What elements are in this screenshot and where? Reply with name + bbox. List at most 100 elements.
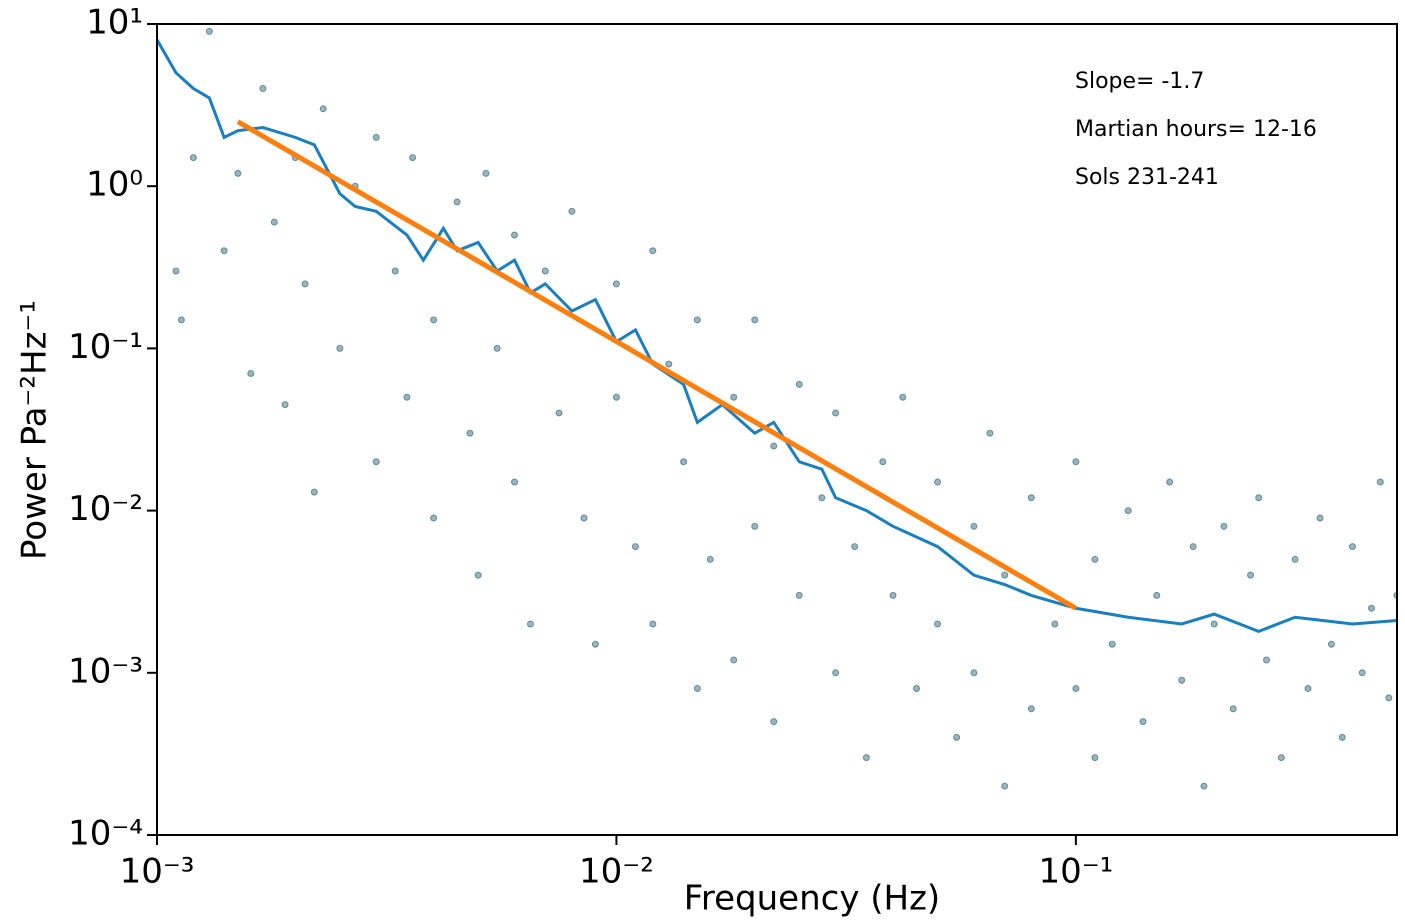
point bbox=[555, 409, 563, 417]
point bbox=[1367, 604, 1375, 612]
point bbox=[649, 620, 657, 628]
point bbox=[482, 169, 490, 177]
point bbox=[1108, 640, 1116, 648]
point bbox=[818, 494, 826, 502]
y-tick-label: 10⁻⁴ bbox=[68, 814, 143, 854]
point bbox=[336, 344, 344, 352]
point bbox=[934, 478, 942, 486]
point bbox=[612, 280, 620, 288]
point bbox=[247, 370, 255, 378]
point bbox=[953, 733, 961, 741]
point bbox=[970, 522, 978, 530]
point bbox=[430, 514, 438, 522]
line bbox=[236, 119, 1078, 611]
point bbox=[693, 685, 701, 693]
point bbox=[986, 429, 994, 437]
point bbox=[568, 207, 576, 215]
point bbox=[1385, 694, 1393, 702]
point bbox=[693, 316, 701, 324]
point bbox=[795, 380, 803, 388]
point bbox=[372, 133, 380, 141]
point bbox=[189, 154, 197, 162]
point bbox=[511, 231, 519, 239]
point bbox=[591, 640, 599, 648]
point bbox=[409, 154, 417, 162]
y-tick-label: 10⁻¹ bbox=[68, 327, 143, 367]
point bbox=[1027, 494, 1035, 502]
point bbox=[511, 478, 519, 486]
point bbox=[301, 280, 309, 288]
x-tick-label: 10⁻¹ bbox=[1038, 852, 1113, 892]
point bbox=[631, 543, 639, 551]
point bbox=[934, 620, 942, 628]
point bbox=[1291, 555, 1299, 563]
point bbox=[205, 27, 213, 35]
annotation: Slope= -1.7 bbox=[1075, 69, 1204, 94]
point bbox=[493, 344, 501, 352]
x-tick-label: 10⁻² bbox=[579, 852, 654, 892]
point bbox=[1304, 685, 1312, 693]
point bbox=[430, 316, 438, 324]
point bbox=[1139, 718, 1147, 726]
point bbox=[770, 442, 778, 450]
point bbox=[1376, 478, 1384, 486]
point bbox=[899, 393, 907, 401]
point bbox=[970, 669, 978, 677]
point bbox=[177, 316, 185, 324]
annotation: Sols 231-241 bbox=[1075, 165, 1219, 190]
point bbox=[680, 458, 688, 466]
x-axis-label: Frequency (Hz) bbox=[684, 879, 940, 919]
plot-frame bbox=[156, 23, 1398, 836]
point bbox=[889, 591, 897, 599]
line bbox=[157, 38, 1397, 634]
x-tick-label: 10⁻³ bbox=[120, 852, 195, 892]
point bbox=[234, 169, 242, 177]
point bbox=[730, 656, 738, 664]
point bbox=[1178, 676, 1186, 684]
point bbox=[612, 393, 620, 401]
point bbox=[1153, 591, 1161, 599]
point bbox=[1051, 620, 1059, 628]
point bbox=[391, 267, 399, 275]
point bbox=[1229, 705, 1237, 713]
point bbox=[403, 393, 411, 401]
point bbox=[1277, 754, 1285, 762]
point bbox=[1316, 514, 1324, 522]
point bbox=[1255, 494, 1263, 502]
point bbox=[913, 685, 921, 693]
annotation: Martian hours= 12-16 bbox=[1075, 117, 1317, 142]
point bbox=[1200, 782, 1208, 790]
point bbox=[259, 85, 267, 93]
y-tick-label: 10⁻³ bbox=[68, 651, 143, 691]
point bbox=[453, 198, 461, 206]
plot-area bbox=[157, 27, 1397, 790]
point bbox=[770, 718, 778, 726]
point bbox=[1166, 478, 1174, 486]
point bbox=[1263, 656, 1271, 664]
point bbox=[730, 393, 738, 401]
point bbox=[665, 360, 673, 368]
point bbox=[751, 522, 759, 530]
point bbox=[1124, 507, 1132, 515]
point bbox=[270, 218, 278, 226]
point bbox=[1220, 522, 1228, 530]
point bbox=[281, 401, 289, 409]
point bbox=[832, 669, 840, 677]
point bbox=[1072, 685, 1080, 693]
point bbox=[220, 247, 228, 255]
point bbox=[466, 429, 474, 437]
point bbox=[862, 754, 870, 762]
y-axis-label: Power Pa⁻²Hz⁻¹ bbox=[15, 300, 55, 560]
y-tick-label: 10⁻² bbox=[68, 489, 143, 529]
point bbox=[1210, 620, 1218, 628]
point bbox=[1247, 571, 1255, 579]
point bbox=[310, 488, 318, 496]
point bbox=[1027, 705, 1035, 713]
point bbox=[751, 316, 759, 324]
point bbox=[319, 105, 327, 113]
point bbox=[795, 591, 803, 599]
point bbox=[1189, 543, 1197, 551]
y-tick-label: 10⁰ bbox=[86, 165, 143, 205]
point bbox=[1338, 733, 1346, 741]
